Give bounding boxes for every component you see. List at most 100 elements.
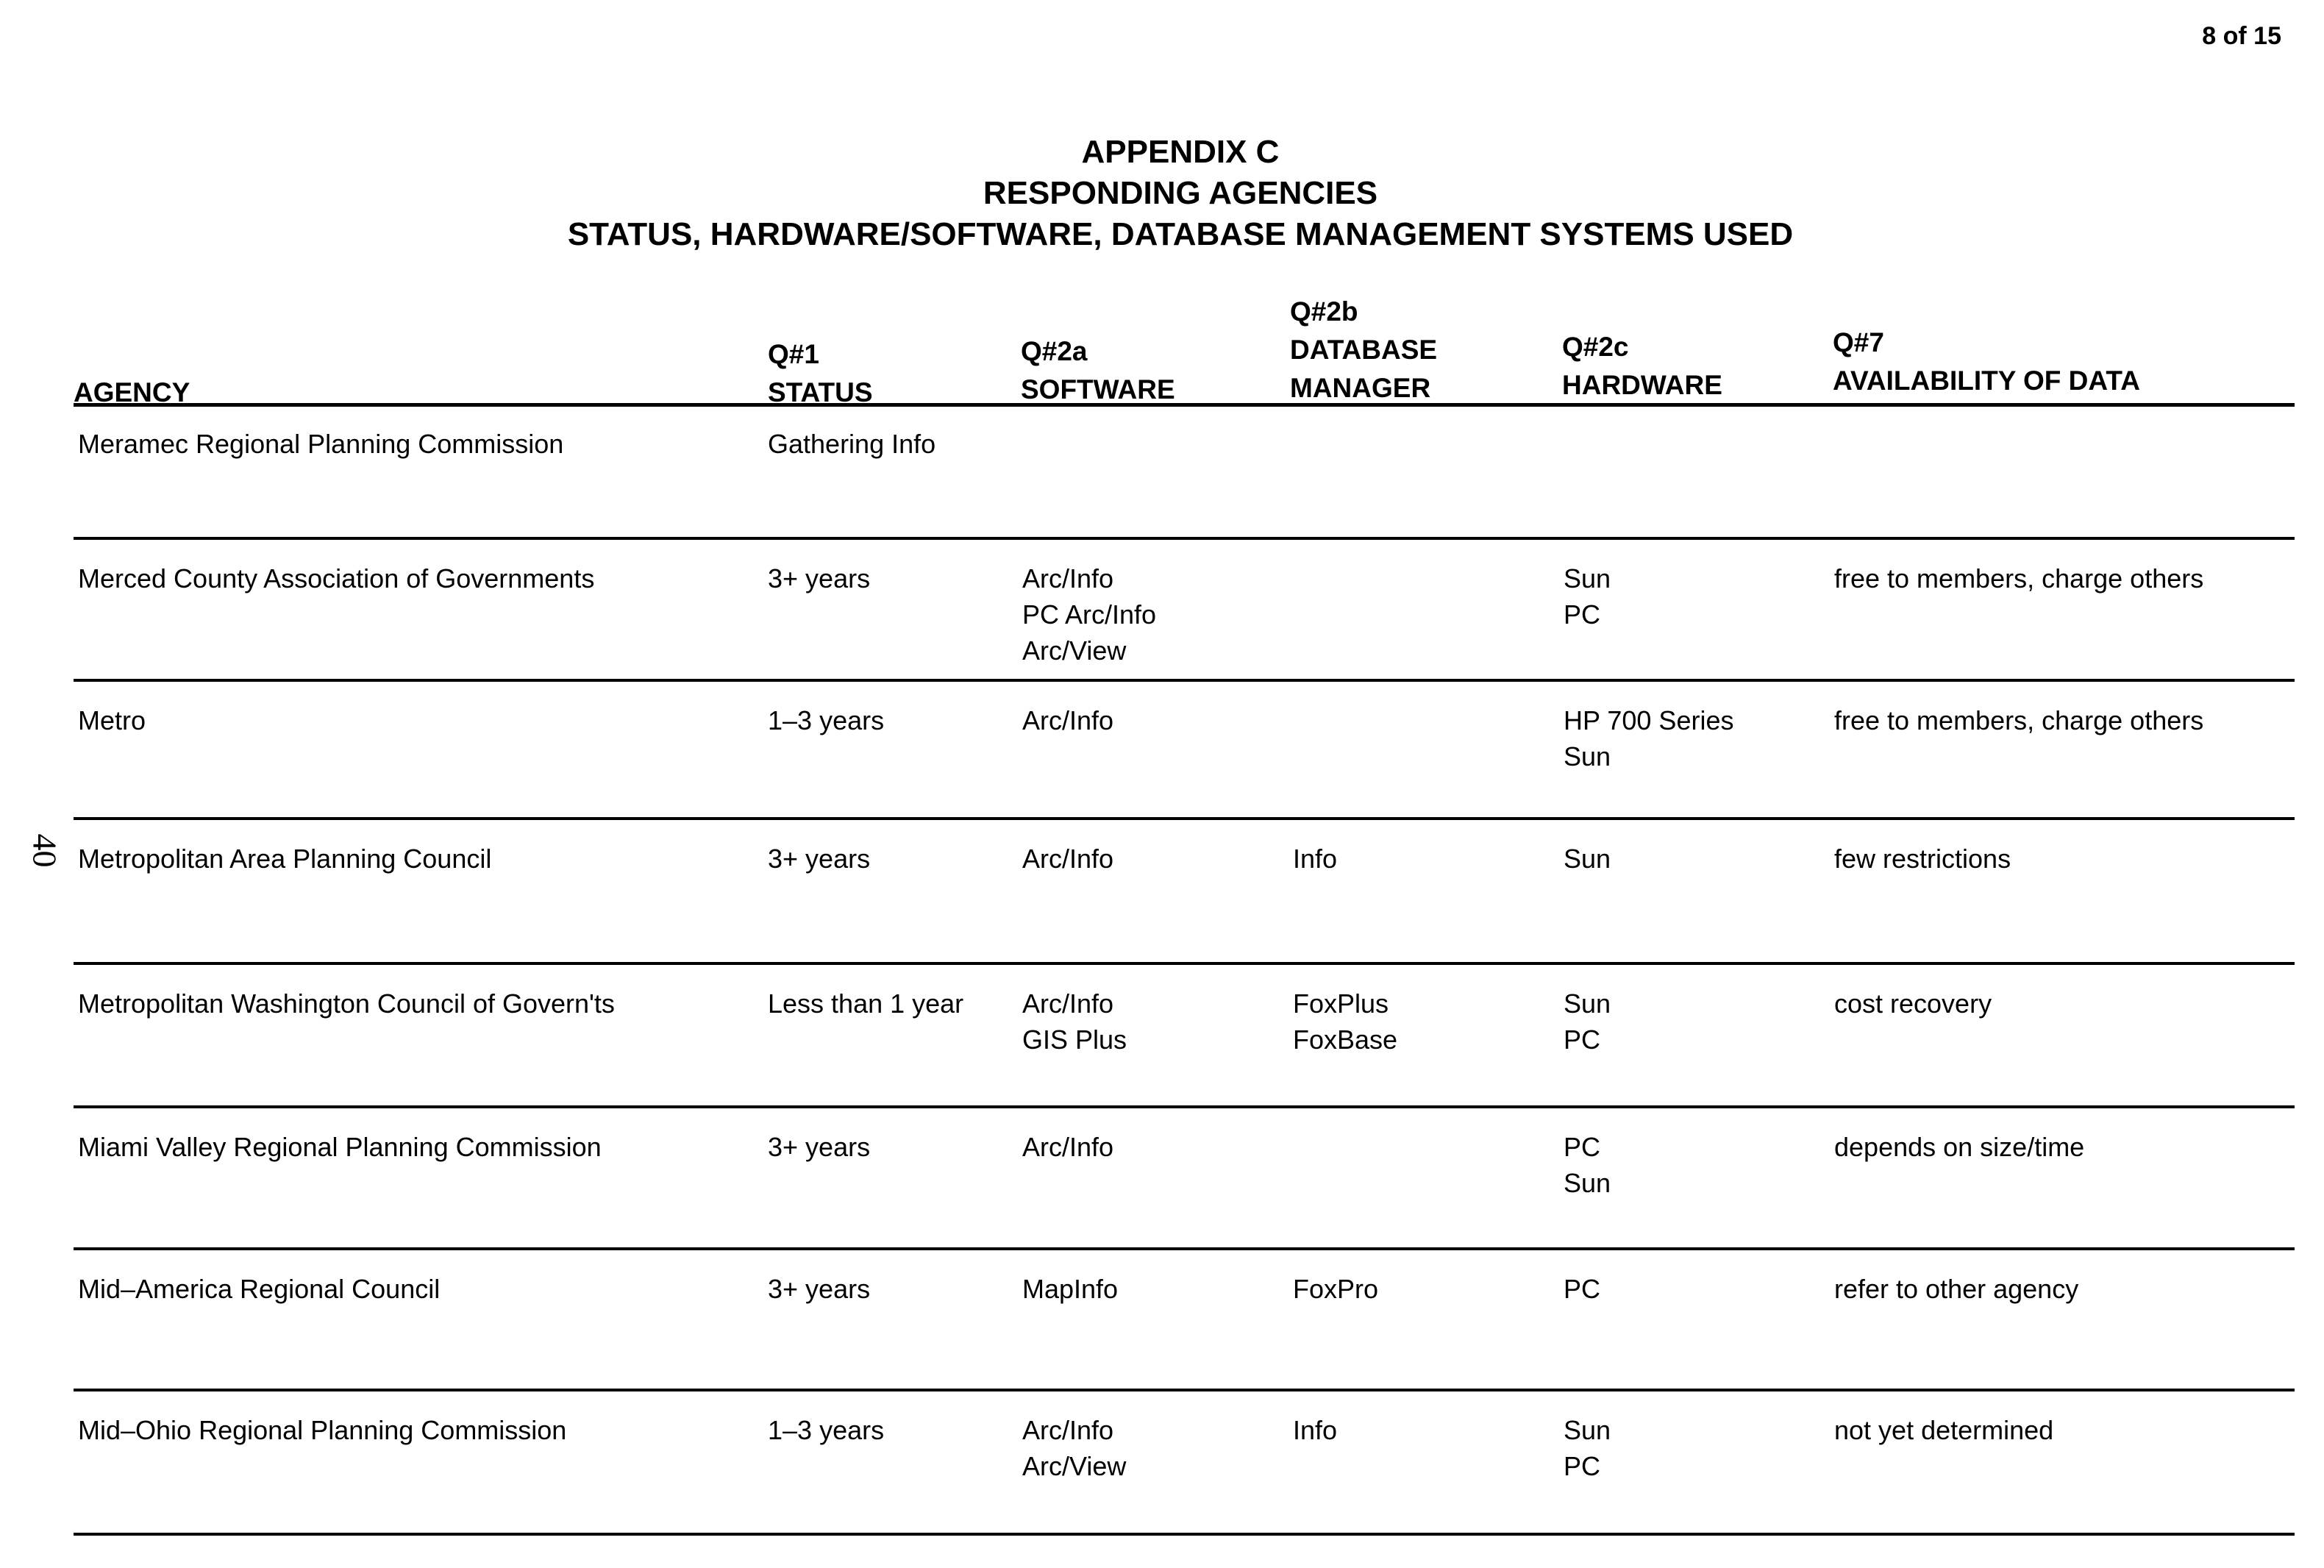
cell-line: Sun xyxy=(1564,741,1611,771)
header-status: Q#1 STATUS xyxy=(768,335,873,412)
cell-line: 1–3 years xyxy=(768,1415,885,1445)
header-q: Q#2a xyxy=(1021,336,1088,366)
row-divider xyxy=(74,679,2295,682)
agency-cell: Metropolitan Area Planning Council xyxy=(78,841,491,877)
availability-cell: depends on size/time xyxy=(1834,1129,2084,1165)
cell-line: Info xyxy=(1293,1415,1338,1445)
availability-cell: not yet determined xyxy=(1834,1412,2053,1448)
hardware-cell: Sun xyxy=(1564,841,1611,877)
hardware-cell: HP 700 Series Sun xyxy=(1564,702,1733,774)
cell-line: depends on size/time xyxy=(1834,1132,2085,1162)
title-line-3: STATUS, HARDWARE/SOFTWARE, DATABASE MANA… xyxy=(567,216,1794,252)
hardware-cell: Sun PC xyxy=(1564,986,1611,1058)
cell-line: Arc/Info xyxy=(1022,705,1114,735)
cell-line: FoxBase xyxy=(1293,1024,1398,1055)
software-cell: MapInfo xyxy=(1022,1271,1118,1307)
agency-cell: Mid–Ohio Regional Planning Commission xyxy=(78,1412,566,1448)
software-cell: Arc/Info PC Arc/Info Arc/View xyxy=(1022,560,1156,669)
cell-line: Mid–Ohio Regional Planning Commission xyxy=(78,1415,567,1445)
table-row: Metropolitan Washington Council of Gover… xyxy=(0,965,2324,1105)
cell-line: Arc/Info xyxy=(1022,1415,1114,1445)
header-label: SOFTWARE xyxy=(1021,374,1175,405)
cell-line: Meramec Regional Planning Commission xyxy=(78,429,564,459)
cell-line: 3+ years xyxy=(768,844,871,874)
cell-line: Metropolitan Area Planning Council xyxy=(78,844,492,874)
cell-line: PC xyxy=(1564,1274,1601,1304)
row-divider xyxy=(74,1533,2295,1536)
agency-cell: Miami Valley Regional Planning Commissio… xyxy=(78,1129,602,1165)
agency-cell: Metro xyxy=(78,702,146,738)
status-cell: Less than 1 year xyxy=(768,986,963,1022)
cell-line: PC xyxy=(1564,1451,1601,1481)
page-number: 8 of 15 xyxy=(2202,22,2281,50)
cell-line: Mid–America Regional Council xyxy=(78,1274,441,1304)
header-label: HARDWARE xyxy=(1562,370,1722,400)
agency-cell: Merced County Association of Governments xyxy=(78,560,594,596)
software-cell: Arc/Info Arc/View xyxy=(1022,1412,1126,1484)
cell-line: not yet determined xyxy=(1834,1415,2054,1445)
cell-line: FoxPlus xyxy=(1293,988,1389,1019)
hardware-cell: Sun PC xyxy=(1564,1412,1611,1484)
status-cell: 3+ years xyxy=(768,841,870,877)
cell-line: PC xyxy=(1564,1024,1601,1055)
software-cell: Arc/Info xyxy=(1022,702,1113,738)
cell-line: Metro xyxy=(78,705,146,735)
database-manager-cell: FoxPlus FoxBase xyxy=(1293,986,1397,1058)
cell-line: Metropolitan Washington Council of Gover… xyxy=(78,988,615,1019)
title-line-1: APPENDIX C xyxy=(1081,134,1280,170)
cell-line: Arc/Info xyxy=(1022,844,1114,874)
software-cell: Arc/Info GIS Plus xyxy=(1022,986,1127,1058)
header-q: Q#2b xyxy=(1290,296,1358,327)
cell-line: Gathering Info xyxy=(768,429,936,459)
hardware-cell: PC Sun xyxy=(1564,1129,1611,1201)
availability-cell: few restrictions xyxy=(1834,841,2011,877)
availability-cell: refer to other agency xyxy=(1834,1271,2078,1307)
row-divider xyxy=(74,537,2295,540)
cell-line: Arc/Info xyxy=(1022,988,1114,1019)
header-q: Q#7 xyxy=(1833,327,1884,357)
header-divider xyxy=(74,403,2295,407)
status-cell: 3+ years xyxy=(768,1271,870,1307)
table-row: Merced County Association of Governments… xyxy=(0,540,2324,680)
cell-line: HP 700 Series xyxy=(1564,705,1734,735)
cell-line: Arc/View xyxy=(1022,635,1127,666)
cell-line: MapInfo xyxy=(1022,1274,1119,1304)
availability-cell: free to members, charge others xyxy=(1834,560,2203,596)
hardware-cell: Sun PC xyxy=(1564,560,1611,632)
table-row: Metropolitan Area Planning Council 3+ yea… xyxy=(0,820,2324,960)
cell-line: Sun xyxy=(1564,1415,1611,1445)
cell-line: Sun xyxy=(1564,1168,1611,1198)
cell-line: Arc/View xyxy=(1022,1451,1127,1481)
hardware-cell: PC xyxy=(1564,1271,1600,1307)
cell-line: free to members, charge others xyxy=(1834,563,2204,594)
software-cell: Arc/Info xyxy=(1022,1129,1113,1165)
row-divider xyxy=(74,1389,2295,1391)
table-row: Miami Valley Regional Planning Commissio… xyxy=(0,1108,2324,1248)
row-divider xyxy=(74,962,2295,965)
agency-cell: Mid–America Regional Council xyxy=(78,1271,440,1307)
row-divider xyxy=(74,1105,2295,1108)
header-q: Q#1 xyxy=(768,339,819,369)
cell-line: 1–3 years xyxy=(768,705,885,735)
database-manager-cell: Info xyxy=(1293,841,1337,877)
status-cell: 1–3 years xyxy=(768,1412,884,1448)
cell-line: 3+ years xyxy=(768,563,871,594)
header-label: AVAILABILITY OF DATA xyxy=(1833,366,2140,396)
database-manager-cell: Info xyxy=(1293,1412,1337,1448)
availability-cell: cost recovery xyxy=(1834,986,1992,1022)
agency-cell: Meramec Regional Planning Commission xyxy=(78,426,563,462)
table-row: Metro 1–3 years Arc/Info HP 700 Series Sun fr… xyxy=(0,682,2324,822)
row-divider xyxy=(74,1247,2295,1250)
cell-line: Sun xyxy=(1564,563,1611,594)
header-software: Q#2a SOFTWARE xyxy=(1021,332,1175,409)
cell-line: Arc/Info xyxy=(1022,563,1114,594)
software-cell: Arc/Info xyxy=(1022,841,1113,877)
cell-line: refer to other agency xyxy=(1834,1274,2079,1304)
header-availability: Q#7 AVAILABILITY OF DATA xyxy=(1833,324,2140,400)
cell-line: PC xyxy=(1564,599,1601,630)
cell-line: Info xyxy=(1293,844,1338,874)
cell-line: PC xyxy=(1564,1132,1601,1162)
table-row: Mid–America Regional Council 3+ years MapI… xyxy=(0,1250,2324,1390)
header-database-manager: Q#2b DATABASE MANAGER xyxy=(1290,293,1481,407)
availability-cell: free to members, charge others xyxy=(1834,702,2203,738)
